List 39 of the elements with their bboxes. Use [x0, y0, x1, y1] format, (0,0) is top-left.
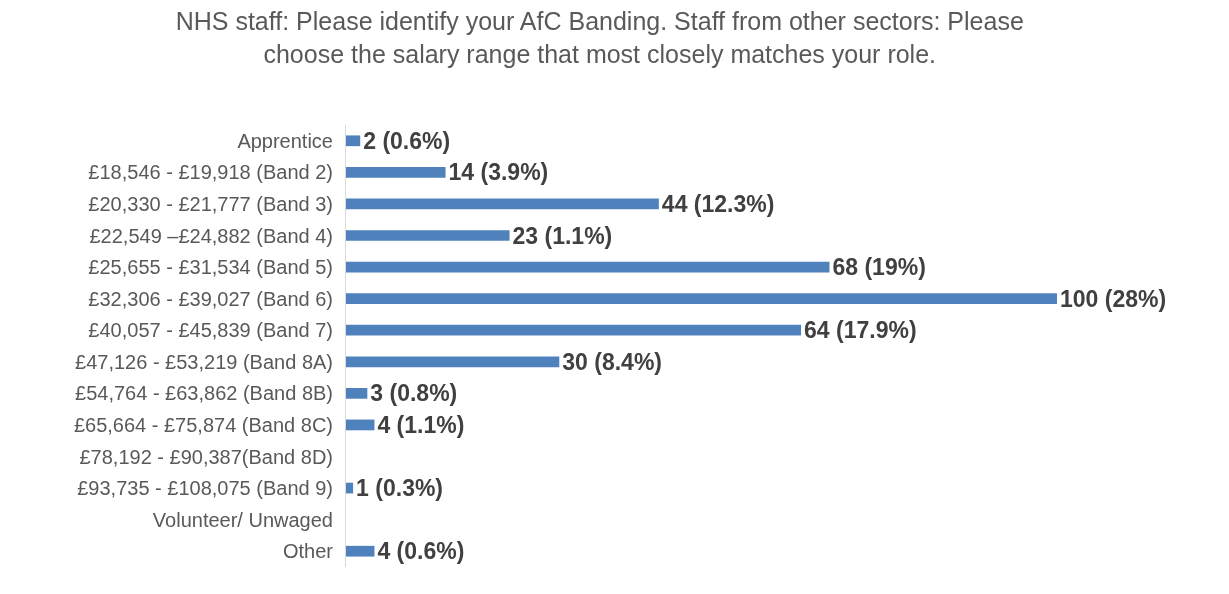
data-label: 3 (0.8%): [370, 380, 458, 407]
chart-title: NHS staff: Please identify your AfC Banding. Staff from other sectors: Please choose the salary range that most closely matches your role.: [175, 7, 1024, 68]
y-tick-label: £22,549 –£24,882 (Band 4): [89, 224, 333, 247]
y-tick-label: Other: [282, 540, 334, 563]
data-label: 14 (3.9%): [448, 159, 549, 186]
data-label: 2 (0.6%): [363, 127, 451, 154]
bar: [346, 545, 375, 557]
y-tick-label: £25,655 - £31,534 (Band 5): [88, 256, 333, 279]
bar: [346, 166, 446, 178]
bar: [346, 324, 802, 336]
bar: [346, 482, 354, 494]
data-label: 100 (28%): [1060, 285, 1167, 312]
data-label: 44 (12.3%): [661, 190, 775, 217]
data-label: 4 (0.6%): [377, 538, 465, 565]
bar: [346, 135, 361, 147]
y-tick-label: £78,192 - £90,387(Band 8D): [79, 445, 333, 468]
y-tick-label: £40,057 - £45,839 (Band 7): [88, 319, 333, 342]
y-tick-label: £47,126 - £53,219 (Band 8A): [75, 350, 333, 373]
y-tick-label: Apprentice: [237, 129, 333, 152]
y-tick-label: £20,330 - £21,777 (Band 3): [88, 192, 333, 215]
data-label: 1 (0.3%): [356, 475, 444, 502]
y-tick-label: £65,664 - £75,874 (Band 8C): [73, 413, 333, 436]
y-tick-label: £93,735 - £108,075 (Band 9): [77, 477, 333, 500]
y-tick-label: Volunteer/ Unwaged: [152, 508, 333, 531]
bar: [346, 419, 375, 431]
data-label: 68 (19%): [832, 254, 926, 281]
bar: [346, 198, 659, 210]
bar: [346, 293, 1057, 305]
bar: [346, 356, 560, 368]
data-label: 4 (1.1%): [377, 411, 465, 438]
y-tick-label: £32,306 - £39,027 (Band 6): [88, 287, 333, 310]
y-tick-label: £54,764 - £63,862 (Band 8B): [75, 382, 333, 405]
bar: [346, 230, 510, 241]
bar: [346, 387, 368, 399]
data-label: 23 (1.1%): [512, 222, 613, 249]
data-label: 64 (17.9%): [804, 317, 917, 344]
bar: [346, 261, 830, 273]
data-label: 30 (8.4%): [562, 348, 663, 375]
y-tick-label: £18,546 - £19,918 (Band 2): [88, 161, 333, 184]
